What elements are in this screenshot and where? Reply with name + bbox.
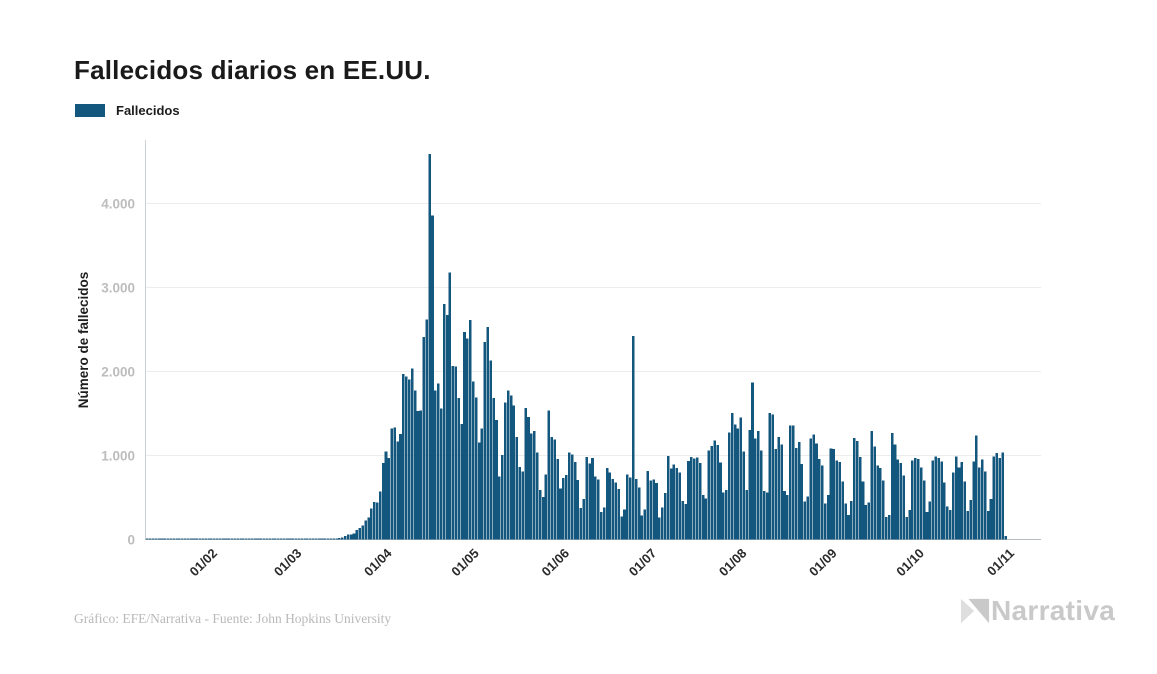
legend-swatch-icon (75, 104, 105, 117)
svg-text:0: 0 (127, 533, 135, 548)
narrativa-logo-text: Narrativa (991, 595, 1116, 626)
gridlines (146, 203, 1041, 456)
svg-text:01/04: 01/04 (361, 545, 395, 579)
svg-text:4.000: 4.000 (101, 197, 135, 212)
narrativa-logo-icon (960, 598, 990, 624)
svg-text:1.000: 1.000 (101, 449, 135, 464)
source-credit: Gráfico: EFE/Narrativa - Fuente: John Ho… (74, 611, 392, 626)
narrativa-logo: Narrativa (960, 595, 1115, 627)
svg-text:01/11: 01/11 (984, 546, 1017, 579)
x-axis-labels: 01/02 01/03 01/04 01/05 01/06 01/07 01/08 01/09… (186, 545, 1017, 579)
svg-text:01/10: 01/10 (893, 546, 927, 580)
svg-text:01/06: 01/06 (538, 546, 572, 580)
svg-text:01/09: 01/09 (806, 546, 840, 580)
y-axis-title: Número de fallecidos (76, 272, 91, 409)
svg-text:01/05: 01/05 (448, 546, 482, 580)
chart-title: Fallecidos diarios en EE.UU. (74, 55, 431, 86)
svg-text:3.000: 3.000 (101, 281, 135, 296)
y-axis-labels: 0 1.000 2.000 3.000 4.000 (101, 197, 135, 548)
bar-series[interactable] (146, 153, 1007, 540)
svg-text:01/08: 01/08 (716, 546, 750, 580)
legend-label: Fallecidos (116, 103, 180, 118)
svg-text:01/03: 01/03 (271, 546, 305, 580)
legend-item-fallecidos[interactable]: Fallecidos (75, 103, 180, 118)
svg-text:01/07: 01/07 (626, 546, 660, 580)
svg-text:01/02: 01/02 (186, 546, 220, 580)
svg-text:2.000: 2.000 (101, 365, 135, 380)
